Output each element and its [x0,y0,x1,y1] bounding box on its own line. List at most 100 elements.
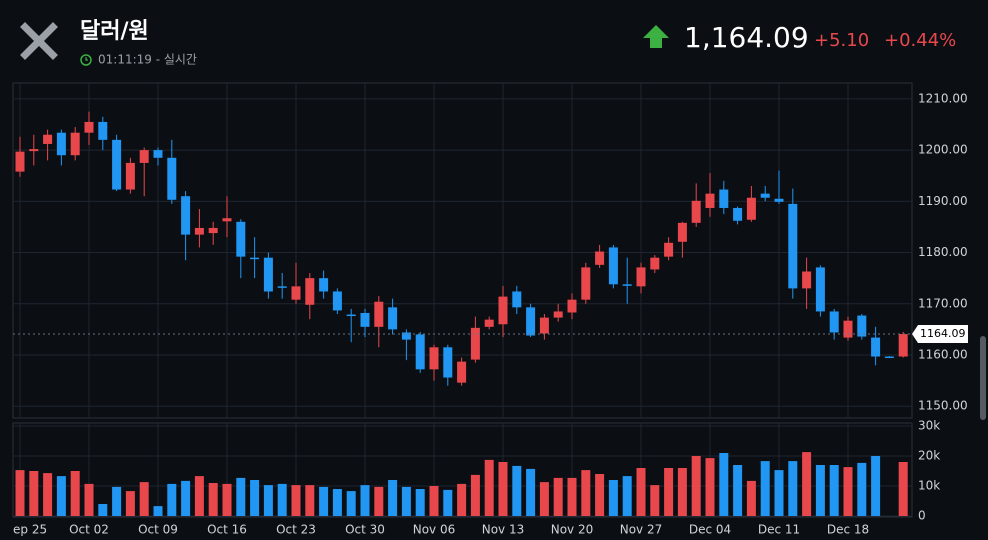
candle-body [581,267,591,300]
volume-bar [470,474,480,516]
volume-bar [526,468,536,516]
volume-bar [539,482,549,516]
price: 1,164.09 [684,21,809,54]
candle-body [319,278,329,292]
volume-bar [84,483,94,516]
candle-body [263,257,273,292]
x-tick-label: Nov 13 [482,523,525,537]
volume-bar [815,465,825,516]
volume-bar [153,506,163,516]
x-tick-label: Oct 02 [69,523,109,537]
y-tick-label: 1200.00 [918,143,968,157]
candle-body [415,334,425,370]
change: +5.10 [814,30,869,51]
candle-body [139,150,149,163]
volume-bar [733,465,743,516]
clock-icon [80,54,92,66]
candle-body [56,132,66,156]
candle-body [250,257,260,260]
candle-body [898,334,908,357]
y-tick-label: 1210.00 [918,91,968,105]
close-button[interactable] [20,22,58,60]
candle-body [595,251,605,265]
volume-bar [429,486,439,516]
volume-bar [608,480,618,516]
y-tick-label: 1170.00 [918,296,968,310]
volume-tick-label: 30k [918,419,940,433]
volume-bar [650,485,660,516]
x-tick-label: ep 25 [13,523,47,537]
candle-body [871,337,881,357]
volume-bar [70,471,80,516]
candle-body [153,150,163,158]
candle-body [774,198,784,202]
candle-body [788,203,798,289]
candle-body [843,320,853,338]
volume-bar [664,468,674,516]
candle-body [401,332,411,340]
candle-body [332,291,342,311]
candle-body [194,227,204,235]
candle-body [181,196,191,235]
volume-bar [484,459,494,516]
candle-body [760,193,770,198]
up-arrow [643,25,669,48]
last-price-label: 1164.09 [920,327,966,340]
candle-body [429,347,439,370]
y-tick-label: 1190.00 [918,194,968,208]
volume-tick-label: 10k [918,479,940,493]
volume-bar [843,467,853,516]
x-tick-label: Nov 27 [620,523,663,537]
candle-body [167,157,177,200]
x-tick-label: Dec 11 [758,523,800,537]
candle-body [388,307,398,330]
change-pct: +0.44% [884,30,956,51]
candle-body [291,286,301,300]
volume-bar [857,462,867,516]
volume-bar [595,474,605,516]
volume-bar [319,486,329,516]
x-tick-label: Oct 16 [207,523,247,537]
candle-body [470,327,480,360]
candle-body [705,193,715,208]
candle-body [608,247,618,285]
candle-body [553,311,563,318]
x-tick-label: Oct 30 [345,523,385,537]
volume-bar [401,486,411,516]
volume-bar [553,477,563,516]
candle-body [622,284,632,286]
volume-bar [415,489,425,516]
clock-hand [85,57,88,61]
volume-bar [567,477,577,516]
candle-body [84,121,94,133]
candle-body [346,314,356,317]
volume-bar [56,476,66,516]
candle-body [15,151,25,172]
volume-bar [43,473,53,516]
candle-body [664,242,674,257]
x-tick-label: Dec 04 [689,523,731,537]
volume-bar [705,458,715,516]
volume-bar [194,476,204,516]
candle-body [733,207,743,221]
volume-bar [139,482,149,516]
candle-body [112,139,122,190]
candle-body [125,162,135,190]
volume-bar [98,504,108,516]
volume-bar [719,453,729,516]
volume-tick-label: 20k [918,449,940,463]
scrollbar[interactable] [980,336,986,420]
candle-body [360,312,370,327]
volume-bar [360,485,370,516]
volume-bar [181,480,191,516]
volume-bar [871,456,881,516]
volume-bar [788,461,798,516]
candle-body [484,319,494,327]
candle-body [526,307,536,336]
volume-bar [222,483,232,516]
volume-bar [443,489,453,516]
volume-bar [29,471,39,516]
volume-bar [208,483,218,516]
